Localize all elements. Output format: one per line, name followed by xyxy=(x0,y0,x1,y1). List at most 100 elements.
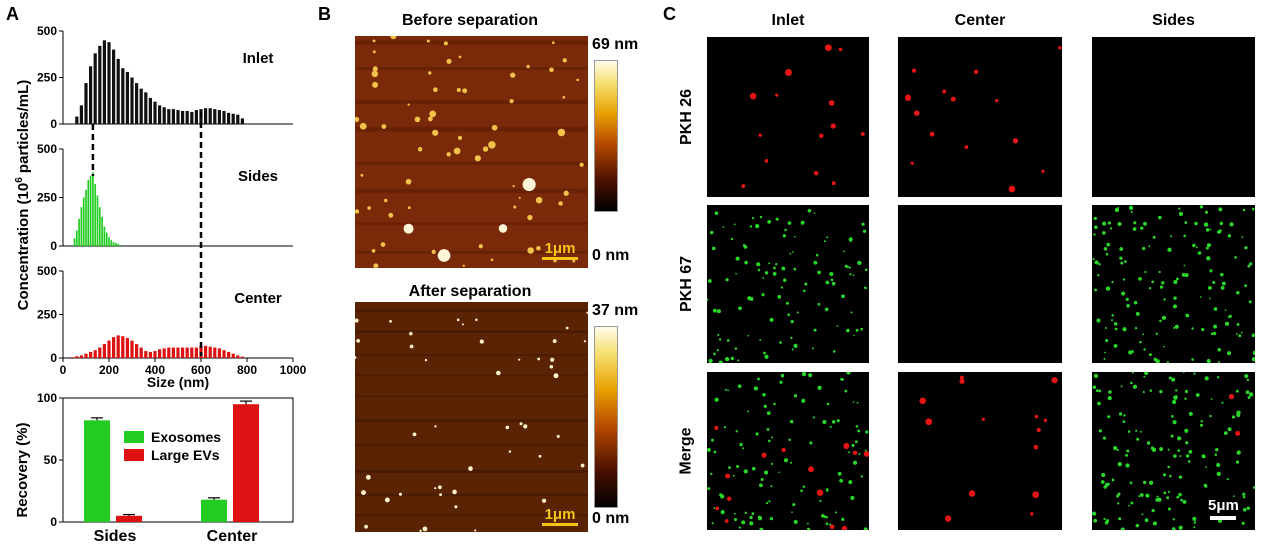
green-vesicle xyxy=(804,282,808,286)
green-vesicle xyxy=(1195,393,1200,397)
green-vesicle xyxy=(1093,373,1099,379)
green-vesicle xyxy=(757,516,763,521)
red-vesicle xyxy=(808,466,814,473)
green-vesicle xyxy=(1226,478,1229,481)
histogram-bar xyxy=(101,216,103,246)
green-vesicle xyxy=(807,527,811,530)
histogram-bar xyxy=(236,114,240,124)
green-vesicle xyxy=(824,307,829,312)
fluorescence-image xyxy=(707,205,869,363)
afm-particle xyxy=(536,245,541,251)
green-vesicle xyxy=(1209,228,1212,231)
column-label-center: Center xyxy=(954,12,1006,29)
green-vesicle xyxy=(733,517,738,522)
green-vesicle xyxy=(763,351,766,355)
green-vesicle xyxy=(1117,462,1122,467)
green-vesicle xyxy=(1120,261,1124,265)
green-vesicle xyxy=(1148,480,1154,485)
red-vesicle xyxy=(1228,393,1235,400)
green-vesicle xyxy=(722,226,725,228)
green-vesicle xyxy=(1221,281,1226,286)
green-vesicle xyxy=(856,401,859,404)
green-vesicle xyxy=(1184,389,1188,394)
green-vesicle xyxy=(1111,314,1114,317)
green-vesicle xyxy=(839,478,844,483)
afm-particle xyxy=(438,485,442,490)
green-vesicle xyxy=(1125,453,1129,457)
green-vesicle xyxy=(717,333,720,336)
green-vesicle xyxy=(848,451,851,454)
green-vesicle xyxy=(848,237,853,242)
afm-particle xyxy=(364,524,368,529)
green-vesicle xyxy=(788,438,791,442)
afm-after-image: 1μm xyxy=(355,302,588,532)
afm-particle xyxy=(474,155,481,162)
histogram-bar xyxy=(162,348,166,358)
green-vesicle xyxy=(1113,343,1118,348)
green-vesicle xyxy=(1117,222,1122,227)
green-vesicle xyxy=(864,449,867,452)
green-vesicle xyxy=(1185,441,1189,445)
green-vesicle xyxy=(1158,215,1162,220)
afm-particle xyxy=(412,432,417,437)
green-vesicle xyxy=(1122,327,1127,332)
green-vesicle xyxy=(1136,437,1140,441)
fluorescence-image xyxy=(1092,37,1255,197)
green-vesicle xyxy=(1179,455,1182,458)
green-vesicle xyxy=(1138,277,1142,281)
x-tick-label: 200 xyxy=(99,363,119,377)
afm-particle xyxy=(505,425,510,430)
green-vesicle xyxy=(1200,420,1204,423)
green-vesicle xyxy=(848,480,853,485)
green-vesicle xyxy=(744,260,748,265)
green-vesicle xyxy=(725,356,730,362)
green-vesicle xyxy=(707,298,709,301)
green-vesicle xyxy=(1139,340,1142,344)
green-vesicle xyxy=(841,294,845,299)
afm-streak xyxy=(355,161,588,166)
green-vesicle xyxy=(811,347,814,350)
red-vesicle xyxy=(925,418,933,426)
histogram-bar xyxy=(125,337,129,358)
green-vesicle xyxy=(1192,243,1196,248)
green-vesicle xyxy=(1107,221,1111,225)
green-vesicle xyxy=(1212,280,1216,285)
afm-before-title: Before separation xyxy=(401,12,539,29)
afm-particle xyxy=(572,259,576,263)
green-vesicle xyxy=(800,489,803,493)
green-vesicle xyxy=(1195,246,1198,249)
green-vesicle xyxy=(1132,227,1137,231)
green-vesicle xyxy=(713,352,716,356)
afm-particle xyxy=(457,135,463,141)
green-vesicle xyxy=(1094,260,1099,265)
red-vesicle xyxy=(775,93,779,97)
green-vesicle xyxy=(844,264,848,268)
histogram-bar xyxy=(87,180,90,246)
y-tick-label: 250 xyxy=(37,308,57,322)
red-vesicle xyxy=(824,44,832,52)
green-vesicle xyxy=(1216,462,1221,468)
red-vesicle xyxy=(860,131,865,136)
green-vesicle xyxy=(843,250,845,253)
legend-label: Exosomes xyxy=(151,429,221,445)
afm-particle xyxy=(356,339,360,343)
green-vesicle xyxy=(1175,389,1178,392)
green-vesicle xyxy=(1218,207,1223,212)
green-vesicle xyxy=(736,464,740,469)
green-vesicle xyxy=(747,296,752,301)
green-vesicle xyxy=(1217,230,1221,234)
histogram-bar xyxy=(190,347,194,358)
histogram-bar xyxy=(80,207,83,246)
red-vesicle xyxy=(715,506,720,511)
green-vesicle xyxy=(853,334,855,337)
green-vesicle xyxy=(780,286,784,289)
green-vesicle xyxy=(1133,221,1137,225)
green-vesicle xyxy=(1202,455,1206,459)
green-vesicle xyxy=(1184,273,1189,278)
afm-particle xyxy=(428,71,432,75)
green-vesicle xyxy=(1122,420,1126,424)
green-vesicle xyxy=(1216,471,1221,476)
green-vesicle xyxy=(1126,303,1130,308)
histogram-bar xyxy=(208,108,212,124)
